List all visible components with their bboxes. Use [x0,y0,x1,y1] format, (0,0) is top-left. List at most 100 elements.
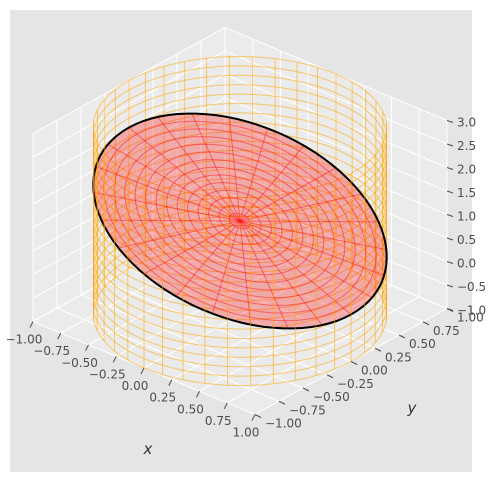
disk-spoke [157,116,241,222]
y-tick-mark [326,374,334,379]
x-tick-mark [196,391,200,398]
cylinder-ring [92,55,388,199]
y-tick-label: 1.00 [457,311,484,325]
disk-spoke [239,193,362,222]
z-tick-mark [446,143,454,147]
z-tick-mark [446,214,454,217]
x-tick-label: 1.00 [233,426,260,440]
x-tick-mark [223,402,228,410]
z-tick-label: 2.0 [457,163,476,177]
z-tick-mark [446,308,454,311]
disk-spoke [239,128,269,222]
cylinder-ring [92,243,388,387]
disk-spoke [228,117,241,222]
disk-spoke [128,127,241,222]
cylinder-ring [92,178,388,321]
z-tick-label: 0.0 [457,257,476,271]
disk-ring [113,128,367,314]
z-tick-mark [446,167,454,170]
y-tick-label: 0.00 [361,364,388,378]
cylinder-ring [92,168,388,311]
cylinder-back [92,55,388,387]
disk-spoke [239,220,385,276]
disk-spoke [239,220,387,251]
y-tick-mark [374,347,382,352]
disk-ring [229,212,251,230]
cylinder-ring [92,112,388,255]
y-tick-label: −0.25 [337,377,374,391]
disk-spoke [239,220,373,299]
disk-ring [124,136,356,306]
y-tick-label: 0.25 [385,350,412,364]
z-tick-mark [446,190,454,194]
x-tick-label: 0.25 [149,391,176,405]
x-tick-label: 0.75 [205,414,232,428]
y-tick-label: 0.50 [409,337,436,351]
disk-spoke [175,220,241,297]
disk-ring [134,143,346,299]
cylinder-ring [92,187,388,330]
disk-spoke [239,220,323,326]
disk-ring [155,159,325,283]
disk-spoke [239,220,379,223]
cylinder-ring [92,215,388,358]
disk-ring [197,189,283,253]
disk-spoke [93,191,241,222]
tilted-disk [92,112,388,330]
cylinder-ring [92,149,388,293]
disk-ring [166,166,314,276]
y-tick-label: 0.75 [433,324,460,338]
z-axis-ticks: −1.0 −0.5 0.0 0.5 1.0 1.5 2.0 2.5 3.0 [446,116,486,318]
y-tick-mark [398,334,406,339]
y-tick-label: −1.00 [265,417,302,431]
disk-spoke [239,167,337,222]
disk-fill [93,113,387,329]
z-tick-mark [446,237,454,241]
x-tick-mark [29,321,34,328]
grid-line [152,254,376,349]
cylinder-ring [92,159,388,302]
disk-ring [103,120,377,322]
cylinder-ring [92,140,388,283]
z-tick-label: 0.5 [457,233,476,247]
y-axis-label: y [407,399,418,417]
cylinder-ring [92,93,388,236]
cylinder-ring [92,65,388,208]
cylinder-ring [92,206,388,349]
cylinder-ring [92,84,388,227]
disk-ring [187,182,293,260]
boundary-ellipse [92,112,388,330]
cylinder-ring [92,196,388,340]
cylinder-front [93,99,366,386]
z-tick-label: 1.5 [457,186,476,200]
z-tick-label: −1.0 [457,304,486,318]
x-axis-ticks: −1.00−0.75−0.50−0.250.000.250.500.751.00 [6,321,260,440]
cylinder-ring [92,74,388,217]
x-tick-mark [251,414,256,421]
z-tick-label: 3.0 [457,116,476,130]
disk-ring [208,197,272,245]
x-tick-label: −0.75 [33,344,70,358]
disk-ring [218,205,262,237]
z-tick-mark [446,261,454,264]
boundary-curve [92,112,388,330]
disk-spoke [95,166,241,222]
disk-ring [176,174,304,268]
disk-spoke [107,143,241,222]
grid-line [176,241,400,336]
x-tick-label: 0.50 [177,402,204,416]
cylinder-ring [92,131,388,274]
z-tick-label: 1.0 [457,210,476,224]
x-tick-mark [85,344,89,351]
disk-spoke [118,220,241,249]
cylinder-ring [92,121,388,264]
y-tick-mark [422,321,430,326]
x-tick-mark [168,379,173,386]
y-axis-ticks: −1.00−0.75−0.50−0.250.000.250.500.751.00 [254,308,484,431]
grid-line [128,268,352,362]
x-tick-mark [140,367,145,375]
x-tick-label: −0.50 [61,356,98,370]
z-tick-label: −0.5 [457,280,486,294]
cylinder-ring [92,225,388,368]
